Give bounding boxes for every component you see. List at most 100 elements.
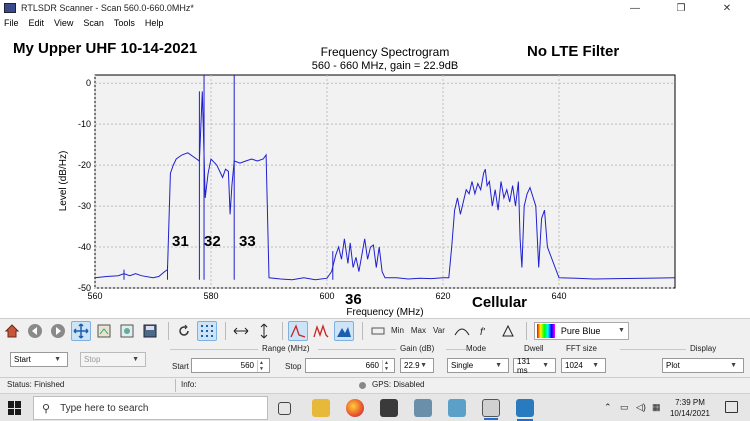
annotation-channel-33: 33 — [239, 233, 256, 250]
mode-select[interactable]: Single ▼ — [447, 358, 509, 373]
y-axis-label: Level (dB/Hz) — [58, 151, 69, 212]
menu-help[interactable]: Help — [144, 18, 164, 28]
edit-icon[interactable] — [117, 321, 137, 341]
zoom-vertical-icon[interactable] — [254, 321, 274, 341]
forward-icon[interactable] — [48, 321, 68, 341]
dwell-label: Dwell — [524, 344, 544, 353]
y-tick-label: 0 — [86, 78, 91, 88]
windows-start-icon[interactable] — [8, 401, 22, 415]
keyboard-icon[interactable]: ▦ — [652, 402, 661, 412]
spinner-icon[interactable]: ▲ ▼ — [382, 359, 391, 372]
rtlsdr-scanner-taskbar-icon[interactable] — [482, 399, 500, 420]
derivative-icon[interactable]: f' — [475, 321, 495, 341]
back-icon[interactable] — [25, 321, 45, 341]
refresh-icon[interactable] — [174, 321, 194, 341]
peak-icon[interactable] — [288, 320, 308, 341]
mode-group-line — [446, 349, 466, 350]
menu-edit[interactable]: Edit — [28, 18, 45, 28]
minimize-button[interactable]: — — [630, 2, 640, 14]
volume-icon[interactable]: ◁) — [636, 402, 646, 412]
status-bar: Status: Finished Info: GPS: Disabled — [0, 377, 750, 393]
multi-peak-icon[interactable] — [311, 321, 331, 341]
delta-icon[interactable] — [498, 321, 518, 341]
menu-tools[interactable]: Tools — [113, 18, 135, 28]
toolbar-separator — [168, 321, 169, 340]
min-toggle[interactable]: Min — [391, 326, 404, 335]
chevron-down-icon: ▼ — [730, 362, 737, 369]
marker-icon[interactable] — [368, 321, 388, 341]
app-icon-lightblue[interactable] — [448, 399, 466, 417]
configure-icon[interactable] — [94, 321, 114, 341]
x-tick-label: 580 — [203, 291, 218, 301]
chart-title: Frequency Spectrogram — [321, 45, 450, 59]
photos-icon[interactable] — [516, 399, 534, 421]
status-text: Status: Finished — [7, 380, 65, 389]
firefox-icon[interactable] — [346, 399, 364, 417]
task-view-icon[interactable] — [278, 402, 291, 415]
annotation-channel-31: 31 — [172, 233, 189, 250]
chevron-down-icon: ▼ — [420, 362, 427, 369]
clock-date: 10/14/2021 — [669, 409, 711, 418]
y-tick-label: -40 — [78, 242, 91, 252]
taskbar-clock[interactable]: 7:39 PM 10/14/2021 — [664, 397, 716, 419]
dwell-select[interactable]: 131 ms ▼ — [513, 357, 556, 375]
menu-scan[interactable]: Scan — [83, 18, 104, 28]
max-toggle[interactable]: Max — [410, 326, 427, 335]
clock-time: 7:39 PM — [675, 398, 705, 407]
fft-size-label: FFT size — [566, 344, 597, 353]
chart-subtitle: 560 - 660 MHz, gain = 22.9dB — [312, 60, 458, 72]
stop-scan-button[interactable]: Stop ▼ — [80, 352, 146, 367]
menu-file[interactable]: File — [4, 18, 19, 28]
range-group-line — [170, 349, 258, 350]
save-icon[interactable] — [140, 321, 160, 341]
plot-toolbar: Min Max Var f' Pure Blue ▼ — [0, 318, 750, 342]
annotation-cellular: Cellular — [472, 294, 528, 311]
zoom-horizontal-icon[interactable] — [231, 321, 251, 341]
gain-select[interactable]: 22.9 ▼ — [400, 358, 434, 373]
smooth-icon[interactable] — [452, 321, 472, 341]
svg-text:f': f' — [480, 327, 486, 338]
colormap-select[interactable]: Pure Blue ▼ — [533, 321, 629, 340]
info-text: Info: — [181, 380, 197, 389]
chevron-down-icon: ▼ — [592, 362, 599, 369]
mode-label: Mode — [466, 344, 487, 353]
gps-status-text: GPS: Disabled — [372, 380, 425, 389]
gps-status-icon — [359, 382, 366, 389]
grid-icon[interactable] — [197, 320, 217, 341]
chevron-down-icon: ▼ — [495, 362, 502, 369]
y-tick-label: -50 — [78, 283, 91, 293]
fft-size-select[interactable]: 1024 ▼ — [561, 358, 606, 373]
chevron-down-icon: ▼ — [617, 327, 625, 334]
notification-icon[interactable] — [725, 401, 738, 413]
menu-bar: File Edit View Scan Tools Help — [0, 16, 750, 30]
app-icon-dark[interactable] — [380, 399, 398, 417]
menu-view[interactable]: View — [54, 18, 74, 28]
tray-chevron-up-icon[interactable]: ⌃ — [604, 402, 612, 412]
start-scan-button[interactable]: Start ▼ — [10, 352, 68, 367]
toolbar-separator — [225, 321, 226, 340]
toolbar-separator — [525, 321, 527, 340]
var-toggle[interactable]: Var — [433, 326, 445, 335]
title-bar: RTLSDR Scanner - Scan 560.0-660.0MHz* — … — [0, 0, 750, 16]
maximize-button[interactable]: ❐ — [676, 2, 686, 14]
range-stop-field[interactable]: 660 ▲ ▼ — [305, 358, 395, 373]
y-tick-label: -20 — [78, 160, 91, 170]
spinner-icon[interactable]: ▲ ▼ — [257, 359, 266, 372]
fill-icon[interactable] — [334, 320, 354, 341]
home-icon[interactable] — [2, 321, 22, 341]
taskbar: ⚲ Type here to search ⌃ ▭ ◁) ▦ 7:39 PM 1… — [0, 393, 750, 421]
close-button[interactable]: ✕ — [722, 2, 732, 14]
app-icon-blue[interactable] — [414, 399, 432, 417]
range-group-line — [318, 349, 396, 350]
taskbar-search[interactable]: ⚲ Type here to search — [33, 396, 268, 420]
display-select[interactable]: Plot ▼ — [662, 358, 744, 373]
range-start-field[interactable]: 560 ▲ ▼ — [191, 358, 270, 373]
spectrum-trace — [94, 91, 676, 281]
display-group-line — [620, 349, 686, 350]
taskbar-search-placeholder: Type here to search — [60, 402, 149, 414]
file-explorer-icon[interactable] — [312, 399, 330, 417]
network-icon[interactable]: ▭ — [620, 402, 629, 412]
pan-icon[interactable] — [71, 320, 91, 341]
colormap-swatch-icon — [536, 323, 555, 338]
range-label: Range (MHz) — [262, 344, 310, 353]
